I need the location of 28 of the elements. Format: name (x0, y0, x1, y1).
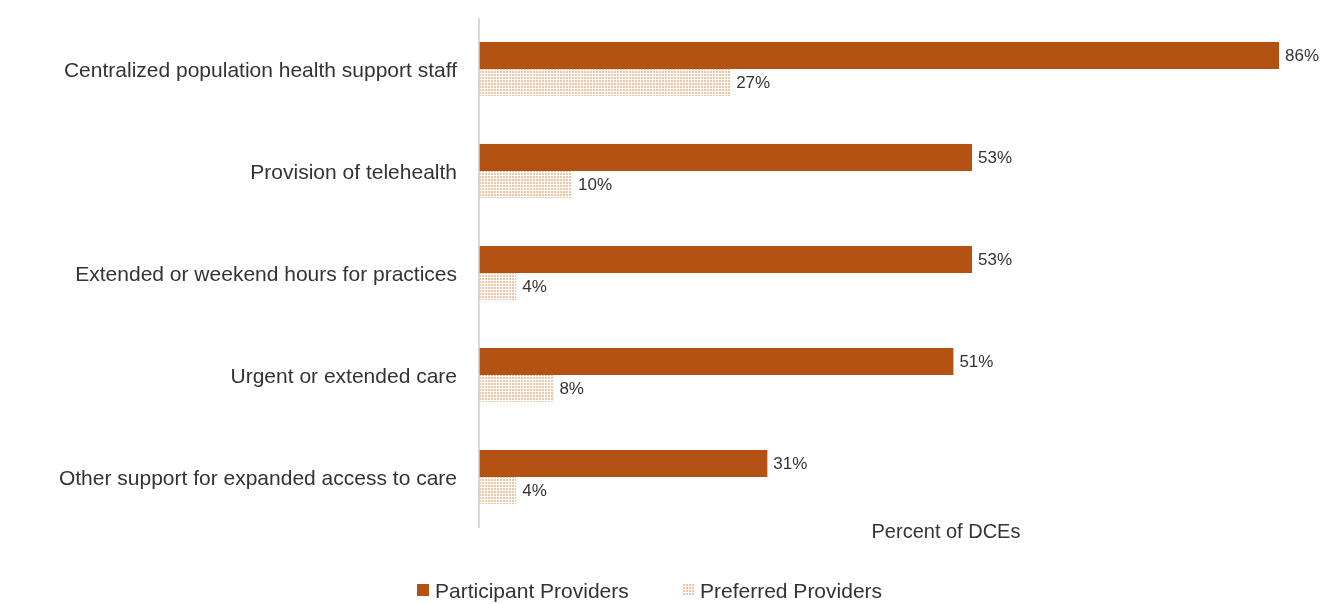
legend-label: Preferred Providers (700, 578, 883, 602)
y-tick-label: Provision of telehealth (250, 159, 457, 183)
data-label: 4% (522, 481, 547, 501)
bar (479, 273, 517, 301)
y-tick-label: Extended or weekend hours for practices (75, 261, 457, 285)
bar (479, 449, 768, 477)
y-tick-label: Centralized population health support staff (63, 57, 458, 81)
data-label: 8% (559, 379, 584, 399)
bar (479, 41, 1279, 69)
data-label: 4% (522, 277, 547, 297)
data-label: 31% (773, 453, 808, 473)
x-axis-title: Percent of DCEs (871, 520, 1021, 542)
bar (479, 143, 973, 171)
data-label: 10% (578, 175, 613, 195)
data-label: 51% (959, 351, 994, 371)
bar (479, 245, 973, 273)
bar (479, 69, 731, 97)
bar (479, 171, 573, 199)
data-label: 27% (736, 73, 771, 93)
y-tick-label: Other support for expanded access to care (58, 465, 457, 489)
bar (479, 347, 954, 375)
bar (479, 477, 517, 505)
bar (479, 375, 554, 403)
data-label: 53% (978, 147, 1013, 167)
legend-label: Participant Providers (435, 578, 629, 602)
data-label: 53% (978, 249, 1013, 269)
data-label: 86% (1285, 45, 1320, 65)
y-tick-label: Urgent or extended care (230, 363, 457, 387)
